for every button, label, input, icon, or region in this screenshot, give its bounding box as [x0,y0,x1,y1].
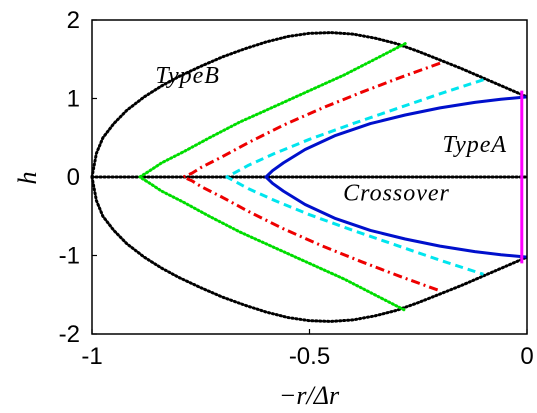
annotation-0: TypeB [155,63,220,89]
x-tick-label-2: 0 [520,343,533,370]
annotation-layer: TypeB TypeA Crossover [155,63,508,207]
y-tick-label-0: -2 [59,321,80,348]
y-axis-label: h [13,172,42,185]
y-tick-label-1: -1 [59,243,80,270]
series-line-1 [90,175,529,323]
annotation-1: TypeA [443,132,508,158]
y-tick-label-2: 0 [67,164,80,191]
series-layer [90,31,529,323]
x-tick-label-1: -0.5 [289,343,330,370]
series-line-5 [225,78,484,276]
x-tick-label-0: -1 [81,343,102,370]
x-axis-label: −r/Δr [279,381,340,410]
series-line-0 [90,31,529,179]
series-line-3 [138,42,407,312]
y-tick-label-4: 2 [67,7,80,34]
y-tick-label-3: 1 [67,86,80,113]
series-line-6 [264,95,528,259]
annotation-2: Crossover [343,181,450,207]
